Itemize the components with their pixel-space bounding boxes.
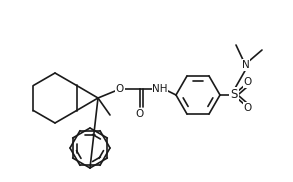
Text: S: S bbox=[230, 88, 238, 102]
Text: O: O bbox=[136, 109, 144, 119]
Text: O: O bbox=[116, 84, 124, 94]
Text: N: N bbox=[242, 60, 250, 70]
Text: O: O bbox=[244, 77, 252, 87]
Text: NH: NH bbox=[152, 84, 168, 94]
Text: O: O bbox=[244, 103, 252, 113]
